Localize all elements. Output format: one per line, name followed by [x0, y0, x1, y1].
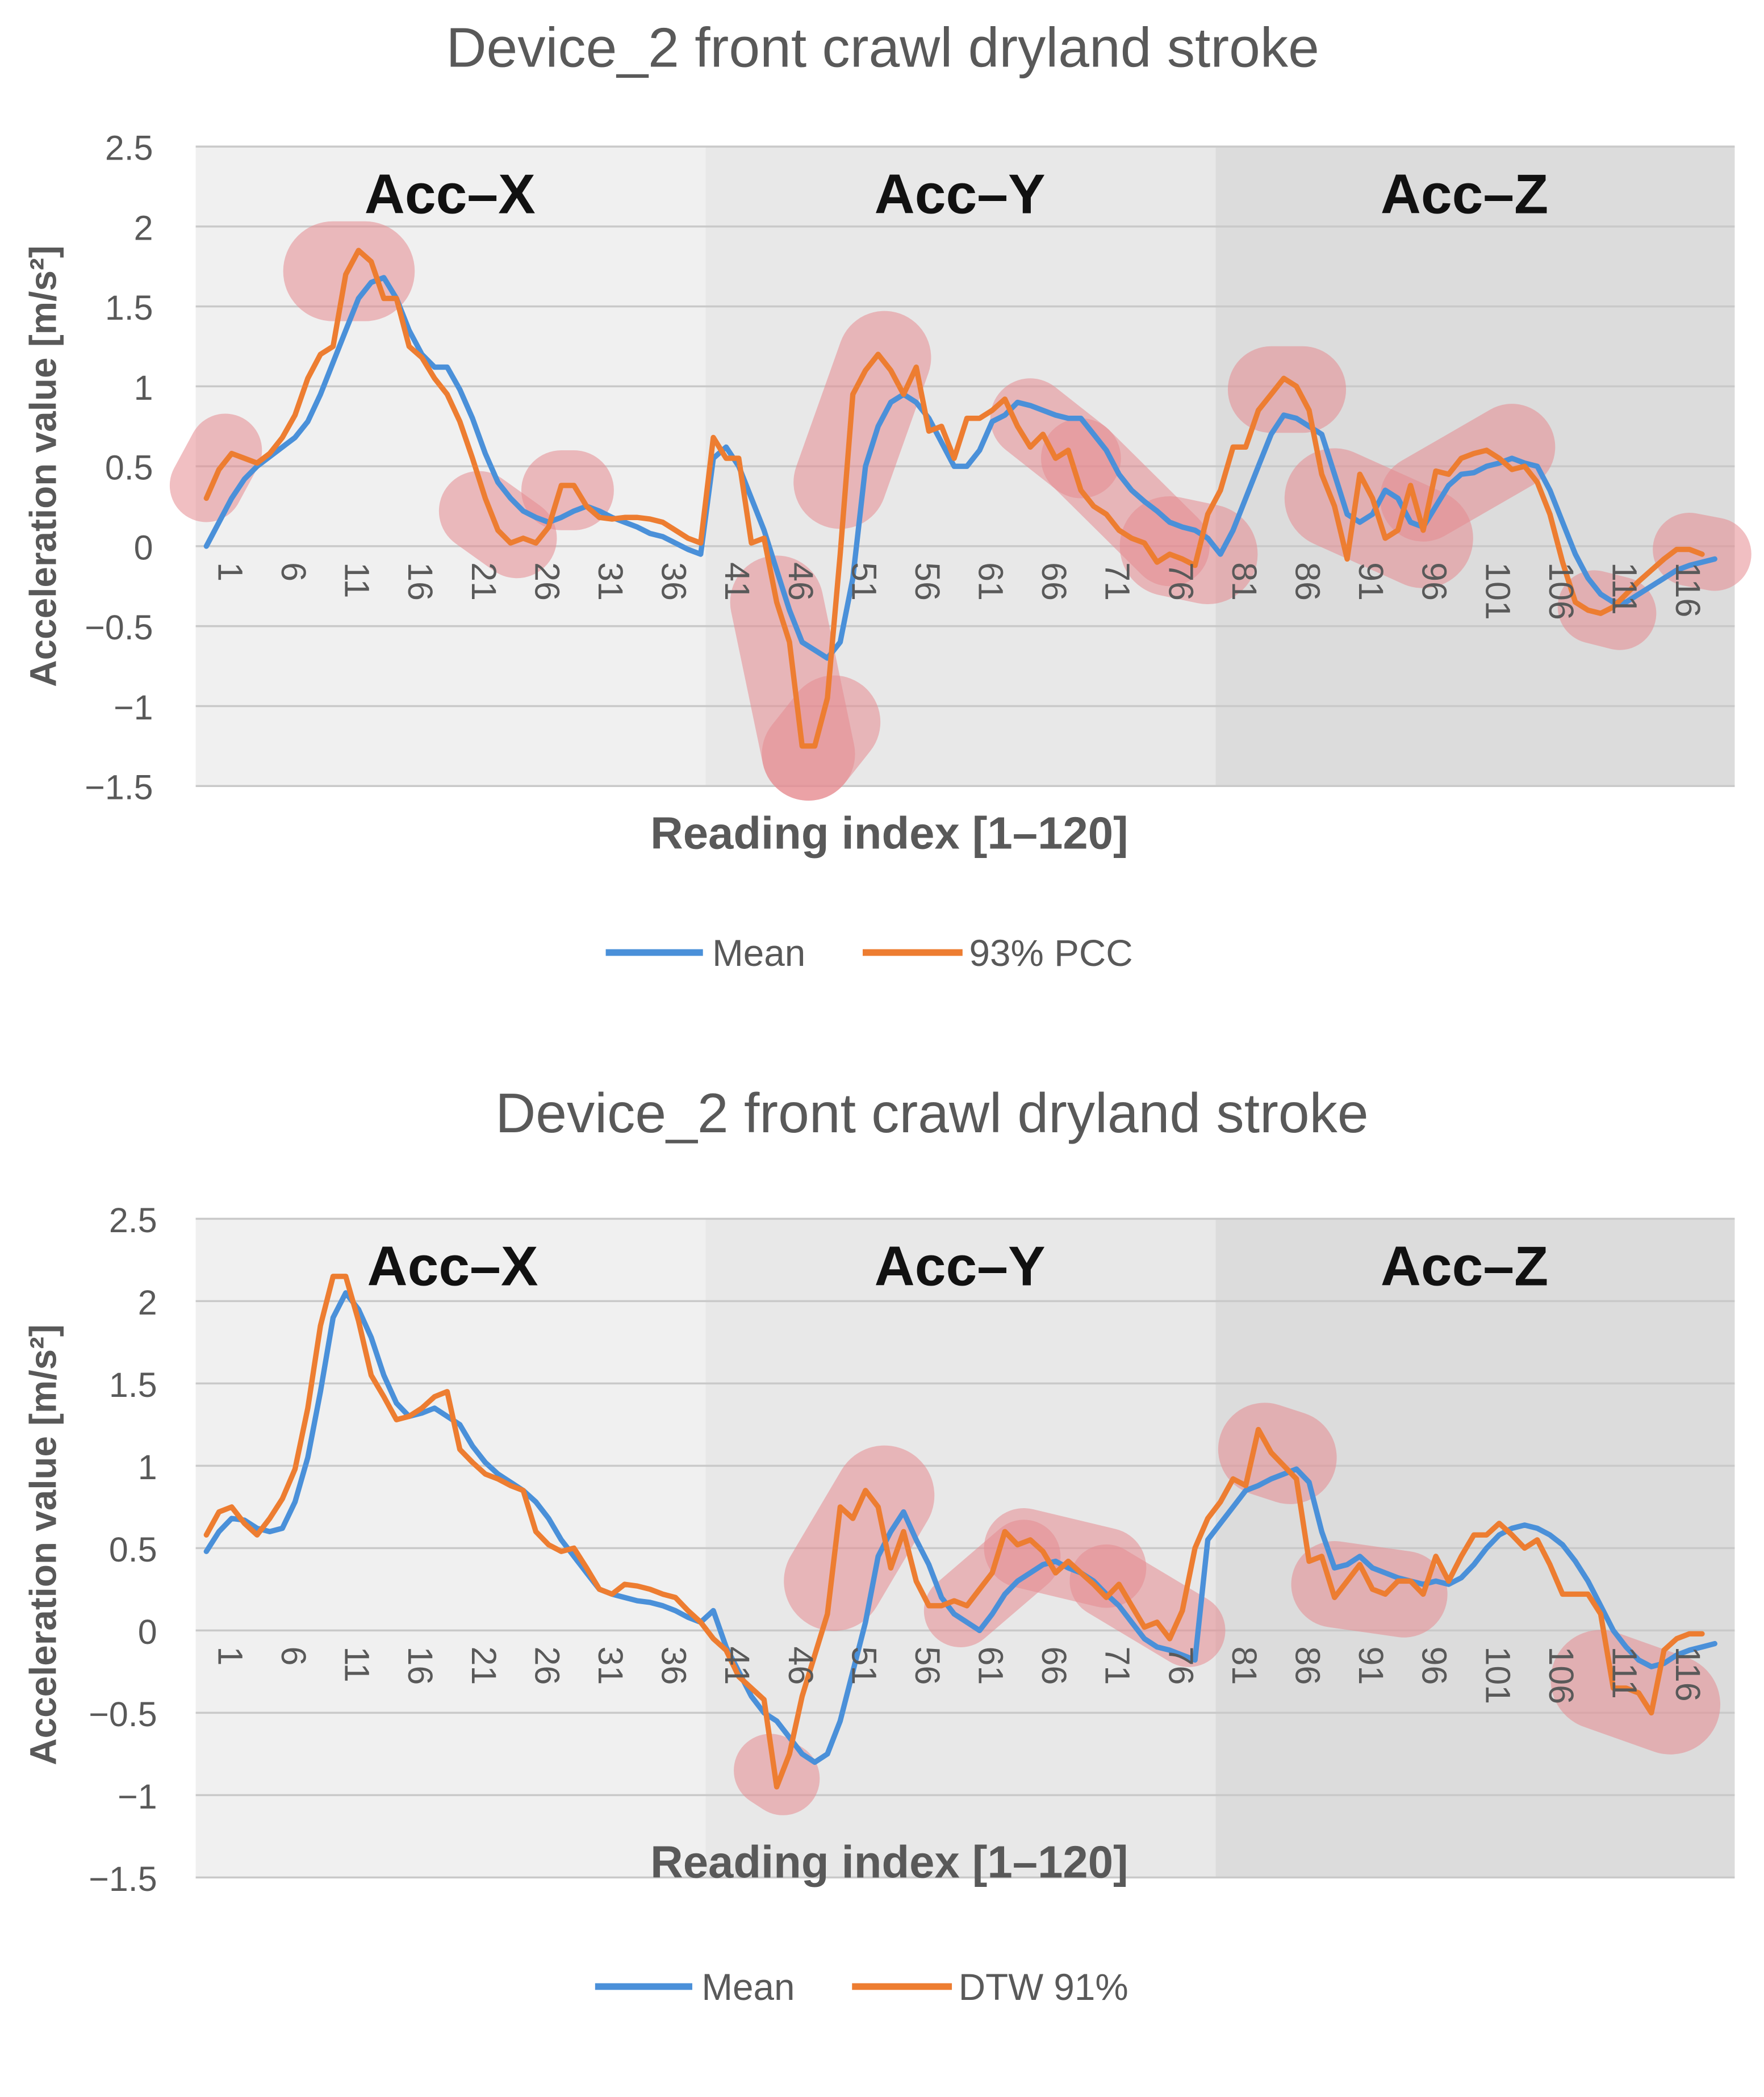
- x-tick-label: 91: [1352, 1646, 1390, 1685]
- y-tick-label: 1.5: [109, 1366, 157, 1404]
- y-tick-label: 2.5: [105, 129, 153, 168]
- x-tick-label: 11: [338, 562, 377, 598]
- segment-label-acc-y: Acc–Y: [875, 162, 1046, 225]
- series-line-93-pcc: [203, 248, 1705, 749]
- x-tick-label: 31: [591, 1646, 630, 1685]
- x-tick-label: 111: [1606, 562, 1644, 615]
- x-tick-label: 71: [1098, 562, 1137, 601]
- series-line-dtw-91-: [203, 1274, 1705, 1790]
- y-tick-label: 1.5: [105, 288, 153, 327]
- x-tick-label: 116: [1669, 1646, 1707, 1701]
- highlight-region: [1119, 496, 1258, 604]
- x-tick-label: 6: [274, 1646, 313, 1665]
- x-tick-label: 61: [972, 1646, 1010, 1685]
- legend-label-mean: Mean: [712, 932, 805, 974]
- x-tick-label: 51: [845, 562, 883, 601]
- y-tick-label: −0.5: [89, 1695, 157, 1734]
- x-tick-label: 101: [1478, 562, 1517, 620]
- x-tick-label: 86: [1289, 1646, 1327, 1685]
- x-tick-label: 96: [1415, 562, 1454, 601]
- y-axis-ticks: 2.5 2 1.5 1 0.5 0 −0.5 −1 −1.5: [85, 129, 153, 807]
- legend-label-mean: Mean: [701, 1966, 795, 2008]
- x-tick-label: 66: [1035, 562, 1073, 601]
- x-tick-label: 36: [655, 1646, 693, 1685]
- x-tick-label: 71: [1098, 1646, 1137, 1685]
- y-tick-label: 0.5: [105, 449, 153, 487]
- y-tick-label: 0: [138, 1613, 157, 1651]
- x-tick-label: 56: [908, 1646, 947, 1685]
- y-tick-label: −1: [118, 1777, 157, 1816]
- y-tick-label: 1: [138, 1448, 157, 1487]
- chart-title: Device_2 front crawl dryland stroke: [495, 1082, 1368, 1144]
- x-tick-label: 1: [211, 1646, 249, 1665]
- y-tick-label: −0.5: [85, 608, 153, 647]
- chart-pcc: Device_2 front crawl dryland stroke Acc–…: [22, 16, 1752, 974]
- x-tick-label: 46: [781, 562, 820, 601]
- segment-label-acc-x: Acc–X: [365, 162, 536, 225]
- x-tick-label: 76: [1161, 562, 1200, 601]
- x-tick-label: 116: [1669, 562, 1707, 617]
- y-tick-label: 2: [138, 1283, 157, 1322]
- x-tick-label: 96: [1415, 1646, 1454, 1685]
- y-tick-label: −1: [114, 688, 153, 727]
- y-tick-label: 1: [134, 369, 153, 407]
- series-line-mean: [203, 275, 1717, 661]
- x-tick-label: 106: [1542, 562, 1581, 620]
- y-axis-label: Acceleration value [m/s²]: [22, 245, 64, 687]
- x-tick-label: 36: [655, 562, 693, 601]
- highlight-region: [169, 413, 262, 522]
- x-tick-label: 46: [781, 1646, 820, 1685]
- x-tick-label: 86: [1289, 562, 1327, 601]
- x-tick-label: 41: [718, 562, 756, 601]
- x-axis-ticks: 1 6 11 16 21 26 31 36 41 46 51 56 61 66 71 76 81 86 91 96 10…: [211, 1646, 1707, 1704]
- y-tick-label: 0: [134, 528, 153, 567]
- y-tick-label: 2: [134, 208, 153, 247]
- x-tick-label: 41: [718, 1646, 756, 1685]
- chart-title: Device_2 front crawl dryland stroke: [446, 16, 1319, 78]
- x-tick-label: 6: [274, 562, 313, 581]
- legend-label-pcc: 93% PCC: [969, 932, 1133, 974]
- x-tick-label: 51: [845, 1646, 883, 1685]
- x-tick-label: 81: [1225, 562, 1264, 601]
- y-tick-label: −1.5: [85, 768, 153, 807]
- chart-dtw: Device_2 front crawl dryland stroke Acc–…: [22, 1082, 1735, 2008]
- y-tick-label: 0.5: [109, 1530, 157, 1569]
- x-tick-label: 26: [528, 562, 566, 601]
- x-tick-label: 91: [1352, 562, 1390, 601]
- legend-label-dtw: DTW 91%: [959, 1966, 1128, 2008]
- series-lines: [203, 1274, 1717, 1790]
- segment-label-acc-z: Acc–Z: [1381, 1235, 1548, 1297]
- series-lines: [203, 248, 1717, 749]
- x-tick-label: 106: [1542, 1646, 1581, 1704]
- x-tick-label: 21: [465, 562, 503, 601]
- x-tick-label: 31: [591, 562, 630, 601]
- x-tick-label: 26: [528, 1646, 566, 1685]
- x-tick-label: 111: [1605, 1646, 1644, 1699]
- x-tick-label: 1: [211, 562, 249, 581]
- x-axis-label: Reading index [1–120]: [650, 807, 1128, 858]
- x-tick-label: 16: [401, 1646, 440, 1685]
- segment-label-acc-y: Acc–Y: [875, 1235, 1046, 1297]
- x-tick-label: 66: [1035, 1646, 1073, 1685]
- x-tick-label: 61: [972, 562, 1010, 601]
- legend: Mean DTW 91%: [595, 1966, 1128, 2008]
- x-tick-label: 101: [1478, 1646, 1517, 1704]
- segment-label-acc-z: Acc–Z: [1381, 162, 1548, 225]
- y-axis-ticks: 2.5 2 1.5 1 0.5 0 −0.5 −1 −1.5: [89, 1201, 157, 1898]
- x-tick-label: 76: [1161, 1646, 1200, 1685]
- x-axis-label: Reading index [1–120]: [650, 1836, 1128, 1887]
- x-axis-ticks: 1 6 11 16 21 26 31 36 41 46 51 56 61 66 71 76 81 86 91 96 10…: [211, 562, 1707, 620]
- legend: Mean 93% PCC: [605, 932, 1133, 974]
- y-tick-label: 2.5: [109, 1201, 157, 1240]
- series-line-mean: [203, 1290, 1717, 1765]
- x-tick-label: 81: [1225, 1646, 1264, 1685]
- x-tick-label: 21: [465, 1646, 503, 1685]
- x-tick-label: 56: [908, 562, 947, 601]
- x-tick-label: 11: [338, 1646, 377, 1682]
- y-tick-label: −1.5: [89, 1860, 157, 1898]
- x-tick-label: 16: [401, 562, 440, 601]
- y-axis-label: Acceleration value [m/s²]: [22, 1324, 64, 1765]
- segment-label-acc-x: Acc–X: [367, 1235, 538, 1297]
